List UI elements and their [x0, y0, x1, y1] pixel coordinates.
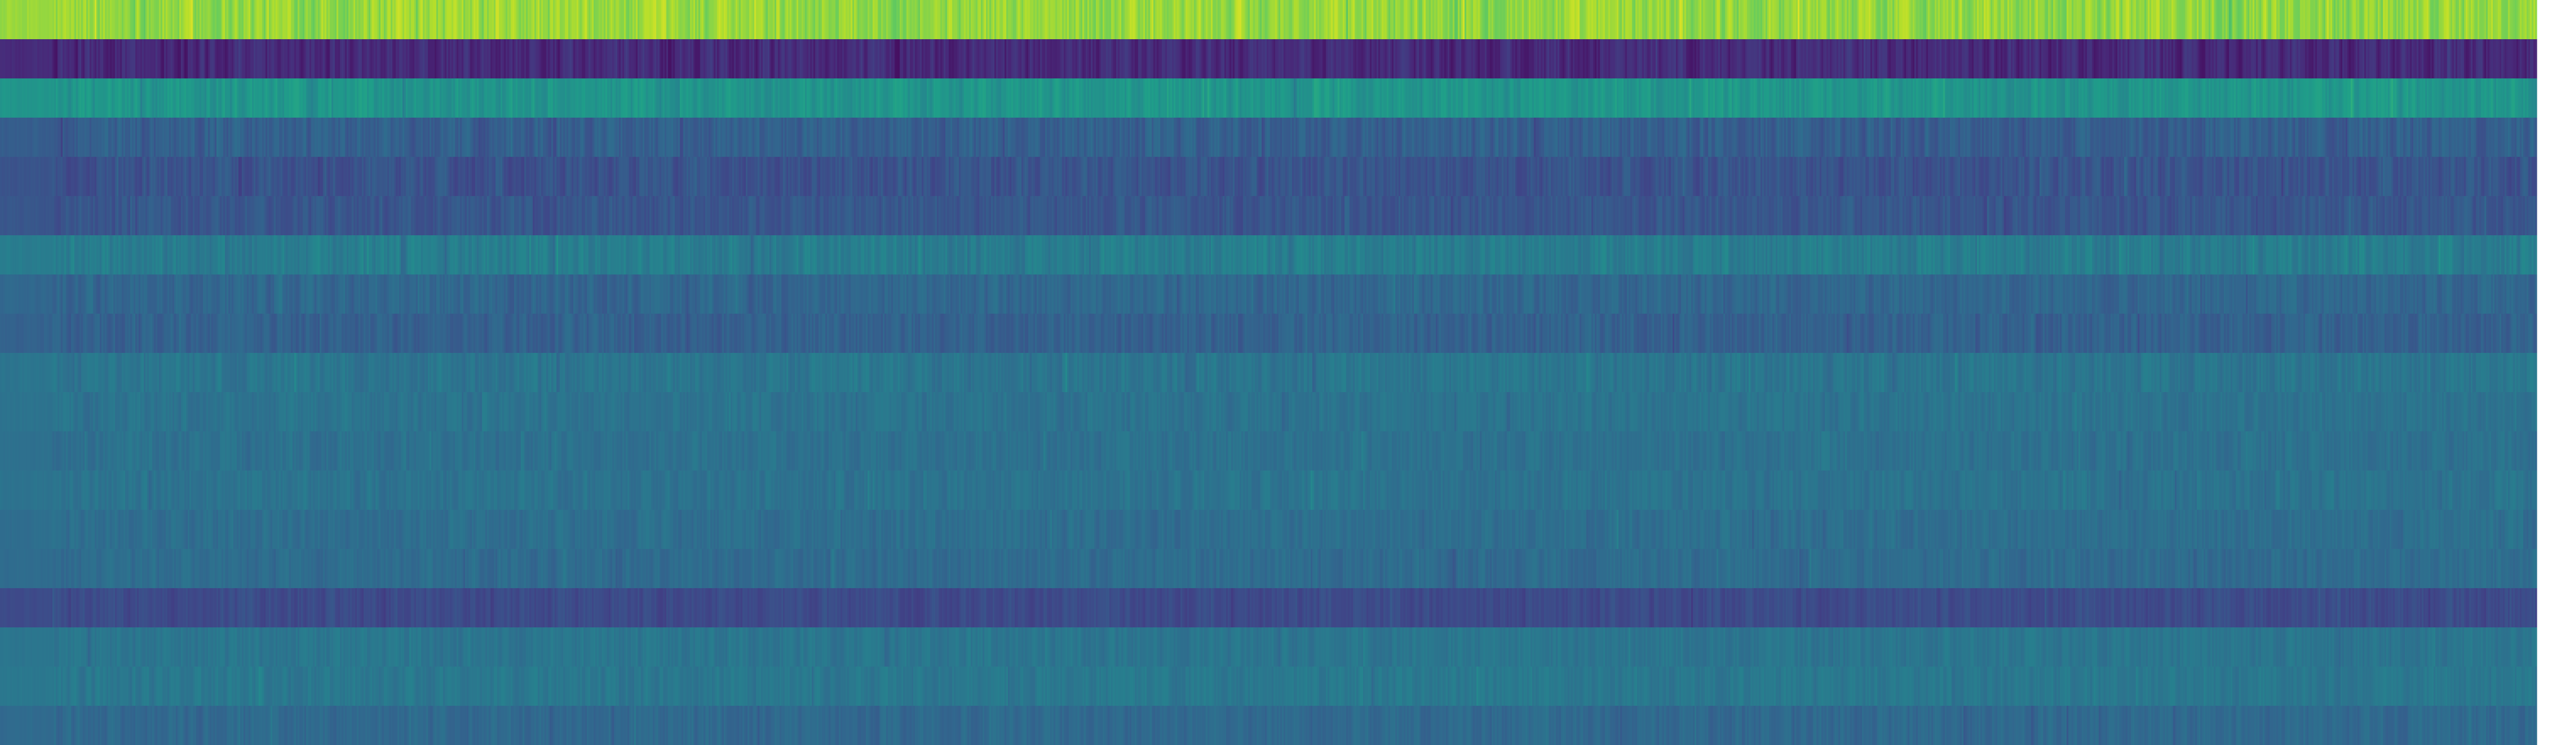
heatmap-row-0: [0, 0, 2537, 39]
